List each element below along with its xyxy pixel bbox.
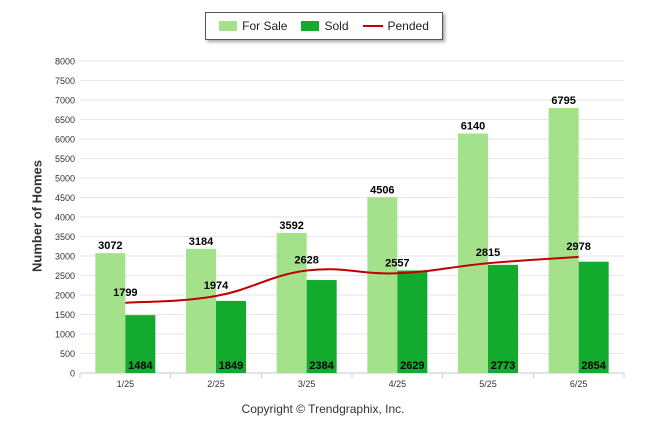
y-tick-label: 5500 (55, 154, 75, 164)
data-label-pended: 1974 (204, 280, 229, 292)
y-tick-label: 1500 (55, 310, 75, 320)
x-tick-label: 5/25 (479, 379, 497, 389)
y-tick-label: 4500 (55, 193, 75, 203)
legend-swatch-pended (362, 25, 383, 27)
legend-swatch-sold (301, 21, 320, 31)
bar-sold (488, 264, 518, 373)
x-tick-label: 4/25 (389, 379, 407, 389)
data-label-for-sale: 6795 (551, 95, 575, 107)
legend-label-sold: Sold (324, 19, 349, 33)
data-label-pended: 2815 (476, 247, 500, 259)
data-label-for-sale: 4506 (370, 184, 394, 196)
bar-for-sale (458, 133, 488, 373)
data-label-sold: 2854 (581, 360, 606, 372)
y-tick-label: 3500 (55, 232, 75, 242)
y-tick-label: 500 (60, 349, 75, 359)
y-tick-label: 3000 (55, 252, 75, 262)
data-label-for-sale: 3592 (279, 220, 303, 232)
legend-label-pended: Pended (387, 19, 429, 33)
legend: For Sale Sold Pended (205, 12, 443, 40)
bar-sold (125, 315, 156, 373)
data-label-pended: 1799 (113, 287, 137, 299)
data-label-for-sale: 3072 (98, 240, 122, 252)
bar-for-sale (367, 197, 398, 373)
bar-sold (216, 300, 246, 373)
x-tick-label: 1/25 (117, 379, 135, 389)
y-tick-label: 2500 (55, 271, 75, 281)
x-tick-label: 2/25 (207, 379, 225, 389)
line-pended (125, 255, 579, 304)
y-tick-label: 8000 (55, 57, 75, 67)
data-label-sold: 1849 (219, 360, 243, 372)
legend-item-pended[interactable]: Pended (362, 19, 429, 33)
y-tick-label: 0 (70, 369, 75, 379)
data-label-pended: 2628 (294, 255, 318, 267)
y-tick-label: 2000 (55, 291, 75, 301)
bar-sold (306, 280, 337, 373)
bar-sold (578, 261, 609, 373)
legend-item-sold[interactable]: Sold (301, 19, 349, 33)
y-tick-label: 7000 (55, 96, 75, 106)
data-label-pended: 2978 (566, 241, 590, 253)
bar-for-sale (95, 253, 126, 373)
y-tick-label: 4000 (55, 213, 75, 223)
bar-for-sale (548, 107, 579, 374)
y-tick-label: 1000 (55, 330, 75, 340)
data-label-for-sale: 6140 (461, 121, 485, 133)
copyright-footer: Copyright © Trendgraphix, Inc. (241, 402, 405, 416)
legend-label-for-sale: For Sale (242, 19, 288, 33)
data-label-sold: 2384 (309, 360, 334, 372)
y-tick-label: 6500 (55, 115, 75, 125)
y-tick-label: 5000 (55, 174, 75, 184)
data-label-sold: 2629 (400, 360, 424, 372)
bar-for-sale (276, 232, 307, 373)
y-tick-label: 7500 (55, 76, 75, 86)
legend-swatch-for-sale (219, 21, 238, 31)
legend-item-for-sale[interactable]: For Sale (219, 19, 287, 33)
data-label-pended: 2557 (385, 257, 409, 269)
x-tick-label: 6/25 (570, 379, 588, 389)
data-label-for-sale: 3184 (189, 236, 214, 248)
x-tick-label: 3/25 (298, 379, 316, 389)
bar-for-sale (186, 248, 216, 373)
data-label-sold: 2773 (491, 360, 515, 372)
data-label-sold: 1484 (128, 360, 153, 372)
y-tick-label: 6000 (55, 135, 75, 145)
bar-sold (397, 270, 428, 373)
